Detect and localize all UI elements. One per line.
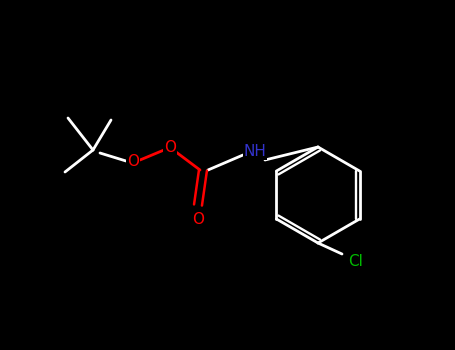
Text: Cl: Cl [349, 253, 364, 268]
Text: O: O [127, 154, 139, 169]
Text: NH: NH [243, 145, 267, 160]
Text: O: O [164, 140, 176, 155]
Text: O: O [192, 211, 204, 226]
